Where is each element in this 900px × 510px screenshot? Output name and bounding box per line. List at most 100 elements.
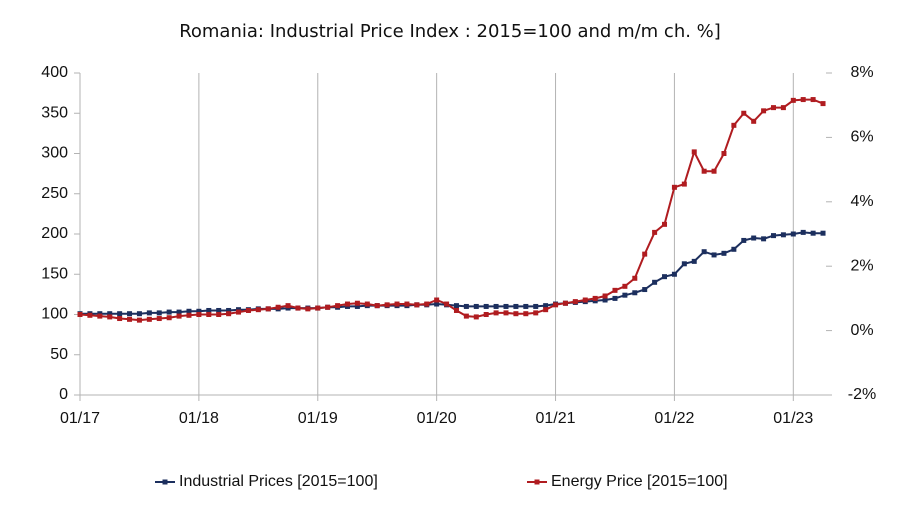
point	[602, 293, 608, 299]
point	[206, 307, 212, 313]
point	[394, 301, 400, 307]
point	[770, 105, 776, 111]
point	[671, 184, 677, 190]
point	[553, 302, 559, 308]
x-tick-label: 01/18	[179, 410, 219, 427]
point	[503, 303, 509, 309]
y2-tick-label: 8%	[850, 64, 873, 81]
y-tick-label: 350	[41, 104, 68, 121]
point	[513, 303, 519, 309]
point	[642, 287, 648, 293]
point	[681, 181, 687, 187]
point	[473, 314, 479, 320]
point	[146, 316, 152, 322]
point	[236, 309, 242, 315]
point	[543, 303, 549, 309]
point	[404, 301, 410, 307]
point	[117, 316, 123, 322]
point	[602, 297, 608, 303]
legend-marker	[534, 479, 540, 485]
legend-marker	[162, 479, 168, 485]
point	[681, 261, 687, 267]
point	[503, 310, 509, 316]
point	[741, 110, 747, 116]
point	[701, 249, 707, 255]
point	[642, 251, 648, 257]
y-tick-label: 250	[41, 185, 68, 202]
y2-tick-label: 6%	[850, 129, 873, 146]
point	[721, 151, 727, 156]
series-line	[79, 98, 824, 322]
point	[265, 306, 271, 312]
point	[790, 97, 796, 103]
point	[335, 303, 341, 309]
point	[166, 309, 172, 315]
point	[255, 307, 261, 313]
point	[245, 307, 251, 313]
point	[652, 279, 658, 285]
point	[196, 308, 202, 314]
point	[156, 316, 162, 322]
point	[434, 297, 440, 303]
point	[275, 304, 281, 310]
point	[453, 307, 459, 313]
y-tick-label: 400	[41, 64, 68, 81]
point	[226, 307, 232, 313]
point	[315, 305, 321, 311]
point	[790, 231, 796, 237]
y2-tick-label: 0%	[850, 322, 873, 339]
point	[453, 303, 459, 309]
y-tick-label: 200	[41, 225, 68, 242]
point	[216, 307, 222, 313]
point	[632, 275, 638, 281]
point	[770, 233, 776, 239]
point	[721, 250, 727, 256]
point	[295, 305, 301, 311]
y2-tick-label: -2%	[848, 386, 876, 403]
point	[186, 308, 192, 314]
point	[325, 304, 331, 310]
point	[523, 303, 529, 309]
point	[424, 301, 430, 307]
point	[780, 105, 786, 111]
point	[354, 300, 360, 306]
x-tick-label: 01/21	[536, 410, 576, 427]
point	[711, 252, 717, 258]
point	[305, 306, 311, 312]
point	[612, 295, 618, 301]
point	[513, 311, 519, 317]
point	[820, 230, 826, 236]
point	[632, 290, 638, 296]
point	[146, 310, 152, 316]
x-tick-label: 01/19	[298, 410, 338, 427]
point	[176, 313, 182, 319]
point	[206, 312, 212, 317]
point	[444, 301, 450, 307]
point	[622, 283, 628, 289]
point	[731, 122, 737, 128]
point	[97, 313, 103, 319]
point	[156, 310, 162, 316]
point	[127, 316, 133, 322]
point	[751, 235, 757, 241]
point	[533, 303, 539, 309]
point	[780, 232, 786, 238]
point	[800, 229, 806, 235]
point	[523, 311, 529, 317]
point	[543, 307, 549, 313]
point	[463, 313, 469, 319]
point	[344, 301, 350, 307]
point	[186, 312, 192, 318]
point	[810, 230, 816, 236]
y-tick-label: 50	[50, 346, 68, 363]
point	[800, 97, 806, 103]
point	[107, 311, 113, 317]
point	[562, 300, 568, 306]
chart-title: Romania: Industrial Price Index : 2015=1…	[179, 21, 721, 42]
point	[582, 297, 588, 303]
point	[87, 312, 93, 318]
point	[701, 168, 707, 174]
point	[751, 118, 757, 124]
